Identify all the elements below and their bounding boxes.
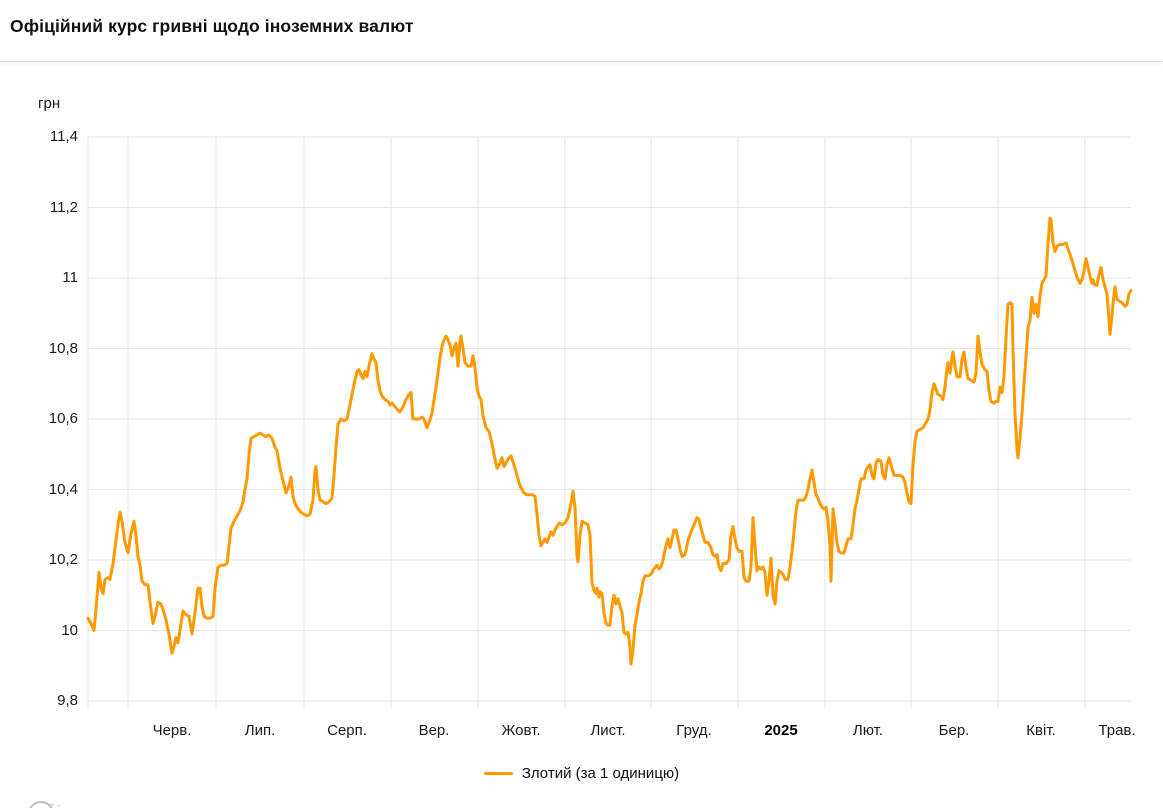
zloty-rate-line: [86, 216, 1133, 666]
x-axis-month-label: Трав.: [1098, 722, 1136, 739]
legend-item-zloty[interactable]: Злотий (за 1 одиницю): [483, 764, 680, 782]
cutoff-circle-icon: [29, 801, 53, 808]
y-axis-tick-label: 10,8: [48, 339, 78, 357]
y-axis-tick-label: 9,8: [57, 692, 78, 709]
y-axis-tick-label: 11: [62, 269, 78, 286]
y-axis-tick-label: 10,4: [48, 480, 78, 498]
cutoff-mark: [57, 804, 60, 807]
page-title: Офіційний курс гривні щодо іноземних вал…: [10, 16, 414, 36]
x-axis-month-label: Жовт.: [501, 722, 541, 739]
x-axis-month-label: Квіт.: [1026, 722, 1056, 739]
y-axis-tick-label: 10,2: [48, 551, 78, 568]
y-axis-tick-label: 10: [61, 621, 78, 639]
x-axis-month-label: Вер.: [418, 722, 450, 739]
legend-line-swatch: [483, 771, 513, 775]
page-header: Офіційний курс гривні щодо іноземних вал…: [0, 0, 1163, 62]
grid-layer: [87, 136, 1131, 708]
legend-label: Злотий (за 1 одиницю): [521, 764, 680, 782]
x-axis-month-label: Бер.: [938, 722, 970, 739]
x-axis-month-label: Груд.: [676, 722, 712, 739]
x-axis-month-label: Лип.: [244, 722, 276, 739]
x-axis-month-label: Лист.: [590, 722, 626, 739]
series-layer: [86, 216, 1133, 666]
chart-legend: Злотий (за 1 одиницю): [0, 763, 1163, 783]
x-axis-month-label: Лют.: [852, 722, 884, 739]
partial-bottom-icon: [29, 801, 60, 808]
y-axis-tick-label: 11,4: [49, 128, 78, 145]
x-axis-month-label: Черв.: [152, 722, 192, 739]
x-axis-month-label: Серп.: [327, 722, 367, 739]
y-axis-tick-label: 11,2: [49, 198, 78, 216]
x-axis-month-label: 2025: [764, 722, 798, 739]
y-axis-unit-label: грн: [38, 95, 61, 112]
y-axis-tick-label: 10,6: [48, 410, 78, 427]
cutoff-mark: [50, 803, 54, 806]
